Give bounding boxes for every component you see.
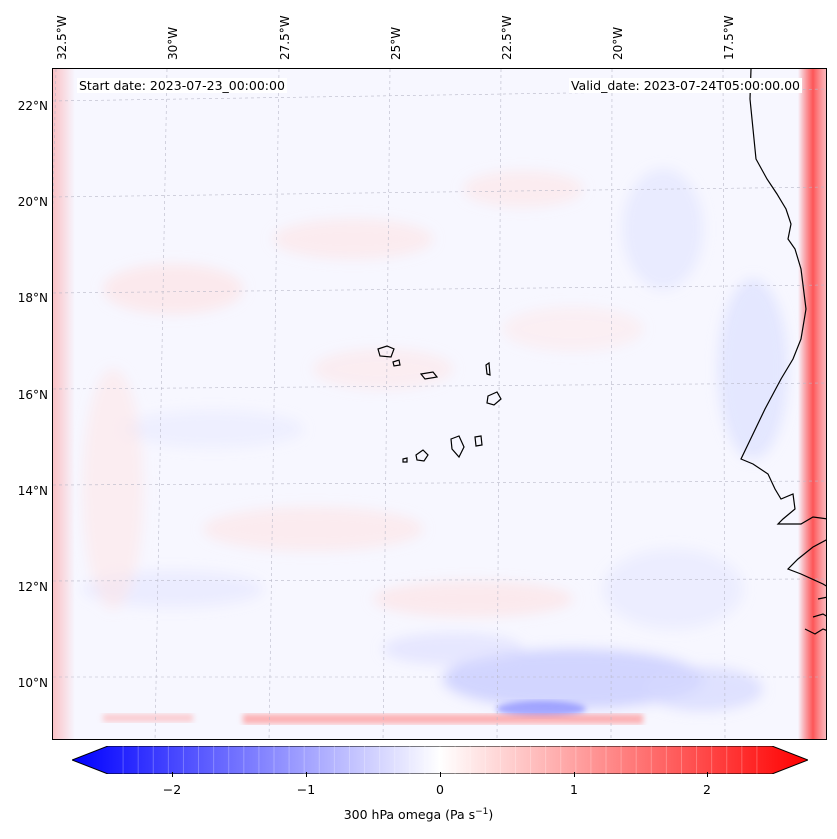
- colorbar-bands: [122, 746, 758, 774]
- colorbar-tick-minus-2: [172, 772, 173, 777]
- colorbar-tick-label-minus-1: −1: [296, 782, 316, 797]
- colorbar-tick-minus-1: [306, 772, 307, 777]
- island-sao-nicolau: [419, 371, 439, 380]
- island-santo-antao: [377, 345, 395, 358]
- island-maio: [474, 435, 483, 447]
- lon-label-32-5w: 32.5°W: [55, 15, 69, 60]
- lon-label-30w: 30°W: [166, 26, 180, 60]
- colorbar-label-exponent: −1: [475, 807, 489, 817]
- island-sal: [485, 361, 491, 376]
- lon-label-27-5w: 27.5°W: [278, 15, 292, 60]
- colorbar-tick-label-0: 0: [436, 782, 444, 797]
- right-edge-band: [798, 69, 826, 739]
- lat-label-20n: 20°N: [17, 195, 48, 209]
- omega-field-map: [53, 69, 826, 739]
- lat-label-16n: 16°N: [17, 388, 48, 402]
- lat-label-12n: 12°N: [17, 580, 48, 594]
- lon-label-20w: 20°W: [611, 26, 625, 60]
- lat-label-10n: 10°N: [17, 676, 48, 690]
- left-edge-band: [53, 69, 75, 739]
- colorbar-tick-0: [440, 772, 441, 777]
- island-brava: [402, 457, 408, 463]
- colorbar: [70, 745, 810, 775]
- start-date-label: Start date: 2023-07-23_00:00:00: [77, 78, 287, 93]
- island-santiago: [450, 435, 465, 459]
- colorbar-tick-label-1: 1: [570, 782, 578, 797]
- colorbar-graphic: [70, 745, 810, 775]
- coastline-west-africa: [740, 69, 826, 635]
- colorbar-tick-1: [574, 772, 575, 777]
- valid-date-label: Valid_date: 2023-07-24T05:00:00.00: [568, 78, 802, 93]
- colorbar-tick-label-2: 2: [703, 782, 711, 797]
- island-fogo: [415, 449, 429, 462]
- lon-label-22-5w: 22.5°W: [500, 15, 514, 60]
- map-plot-area[interactable]: Start date: 2023-07-23_00:00:00 Valid_da…: [52, 68, 827, 740]
- island-boa-vista: [486, 391, 502, 406]
- colorbar-tick-label-minus-2: −2: [162, 782, 182, 797]
- colorbar-label-main: 300 hPa omega (Pa s: [343, 807, 476, 823]
- cape-verde-islands: [377, 345, 502, 463]
- red-bottom-band-left: [103, 714, 193, 722]
- colorbar-label-close: ): [488, 807, 494, 823]
- colorbar-label: 300 hPa omega (Pa s−1): [0, 807, 837, 822]
- island-sao-vicente: [392, 359, 401, 367]
- omega-field-patches: [83, 169, 788, 711]
- blue-core: [496, 701, 586, 717]
- colorbar-tick-2: [707, 772, 708, 777]
- lat-label-18n: 18°N: [17, 291, 48, 305]
- graticule: [53, 69, 826, 739]
- red-bottom-band: [243, 714, 643, 724]
- lat-label-22n: 22°N: [17, 99, 48, 113]
- lon-label-17-5w: 17.5°W: [722, 15, 736, 60]
- lon-label-25w: 25°W: [389, 26, 403, 60]
- lat-label-14n: 14°N: [17, 484, 48, 498]
